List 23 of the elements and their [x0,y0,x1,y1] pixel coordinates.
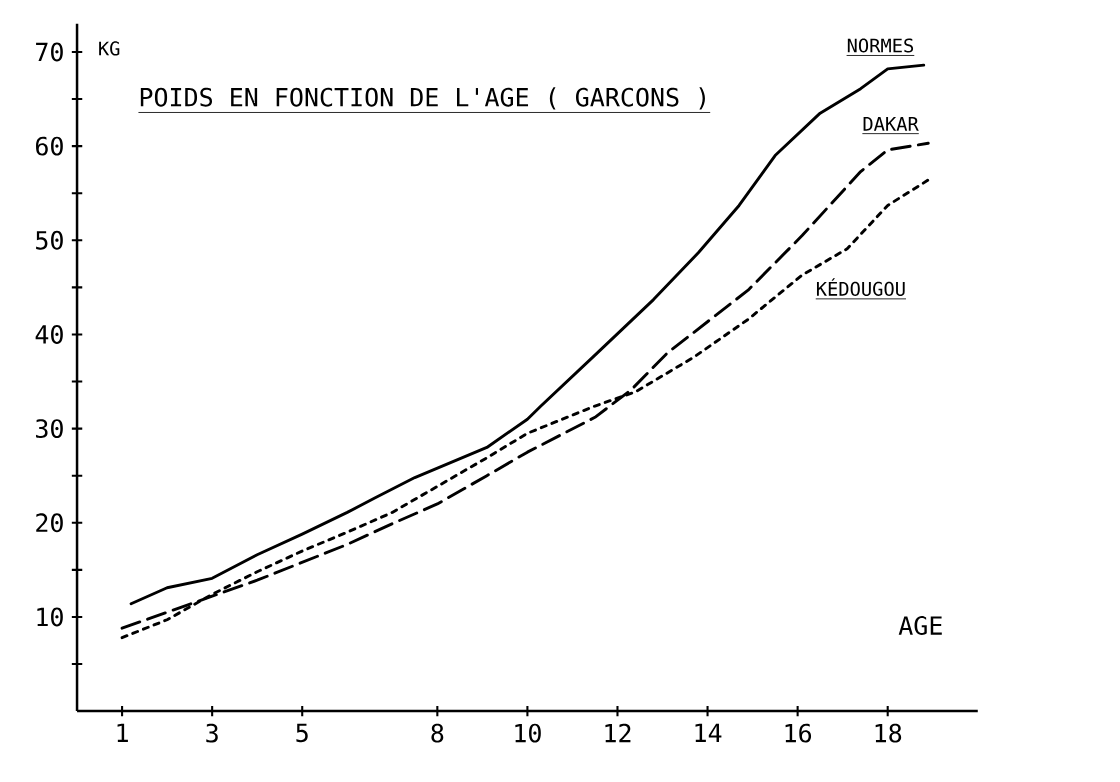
y-axis-title: KG [99,41,120,56]
y-tick-label: 60 [36,136,63,156]
x-tick-label: 18 [875,723,902,743]
y-tick-label: 20 [36,513,63,533]
series-label: KÉDOUGOU [816,278,905,296]
y-tick-label: 50 [36,230,63,250]
x-tick-label: 12 [605,723,631,743]
text: POIDS EN FONCTION DE L'AGE ( GARCONS ) [140,87,705,110]
x-tick-label: 1 [117,723,128,742]
series-label: DAKAR [863,116,919,131]
y-tick-label: 70 [36,42,63,62]
x-tick-label: 3 [206,723,218,743]
x-tick-label: 16 [785,723,812,743]
x-axis-title: AGE [898,615,942,635]
x-tick-label: 8 [431,723,444,743]
y-tick-label: 10 [37,607,63,627]
x-tick-label: 10 [515,723,541,743]
x-tick-label: 14 [695,723,722,742]
x-tick-label: 5 [296,723,308,743]
y-tick-label: 30 [36,419,63,438]
series-label: NORMES [847,38,914,53]
line-series [129,63,926,606]
y-tick-label: 40 [35,324,63,344]
